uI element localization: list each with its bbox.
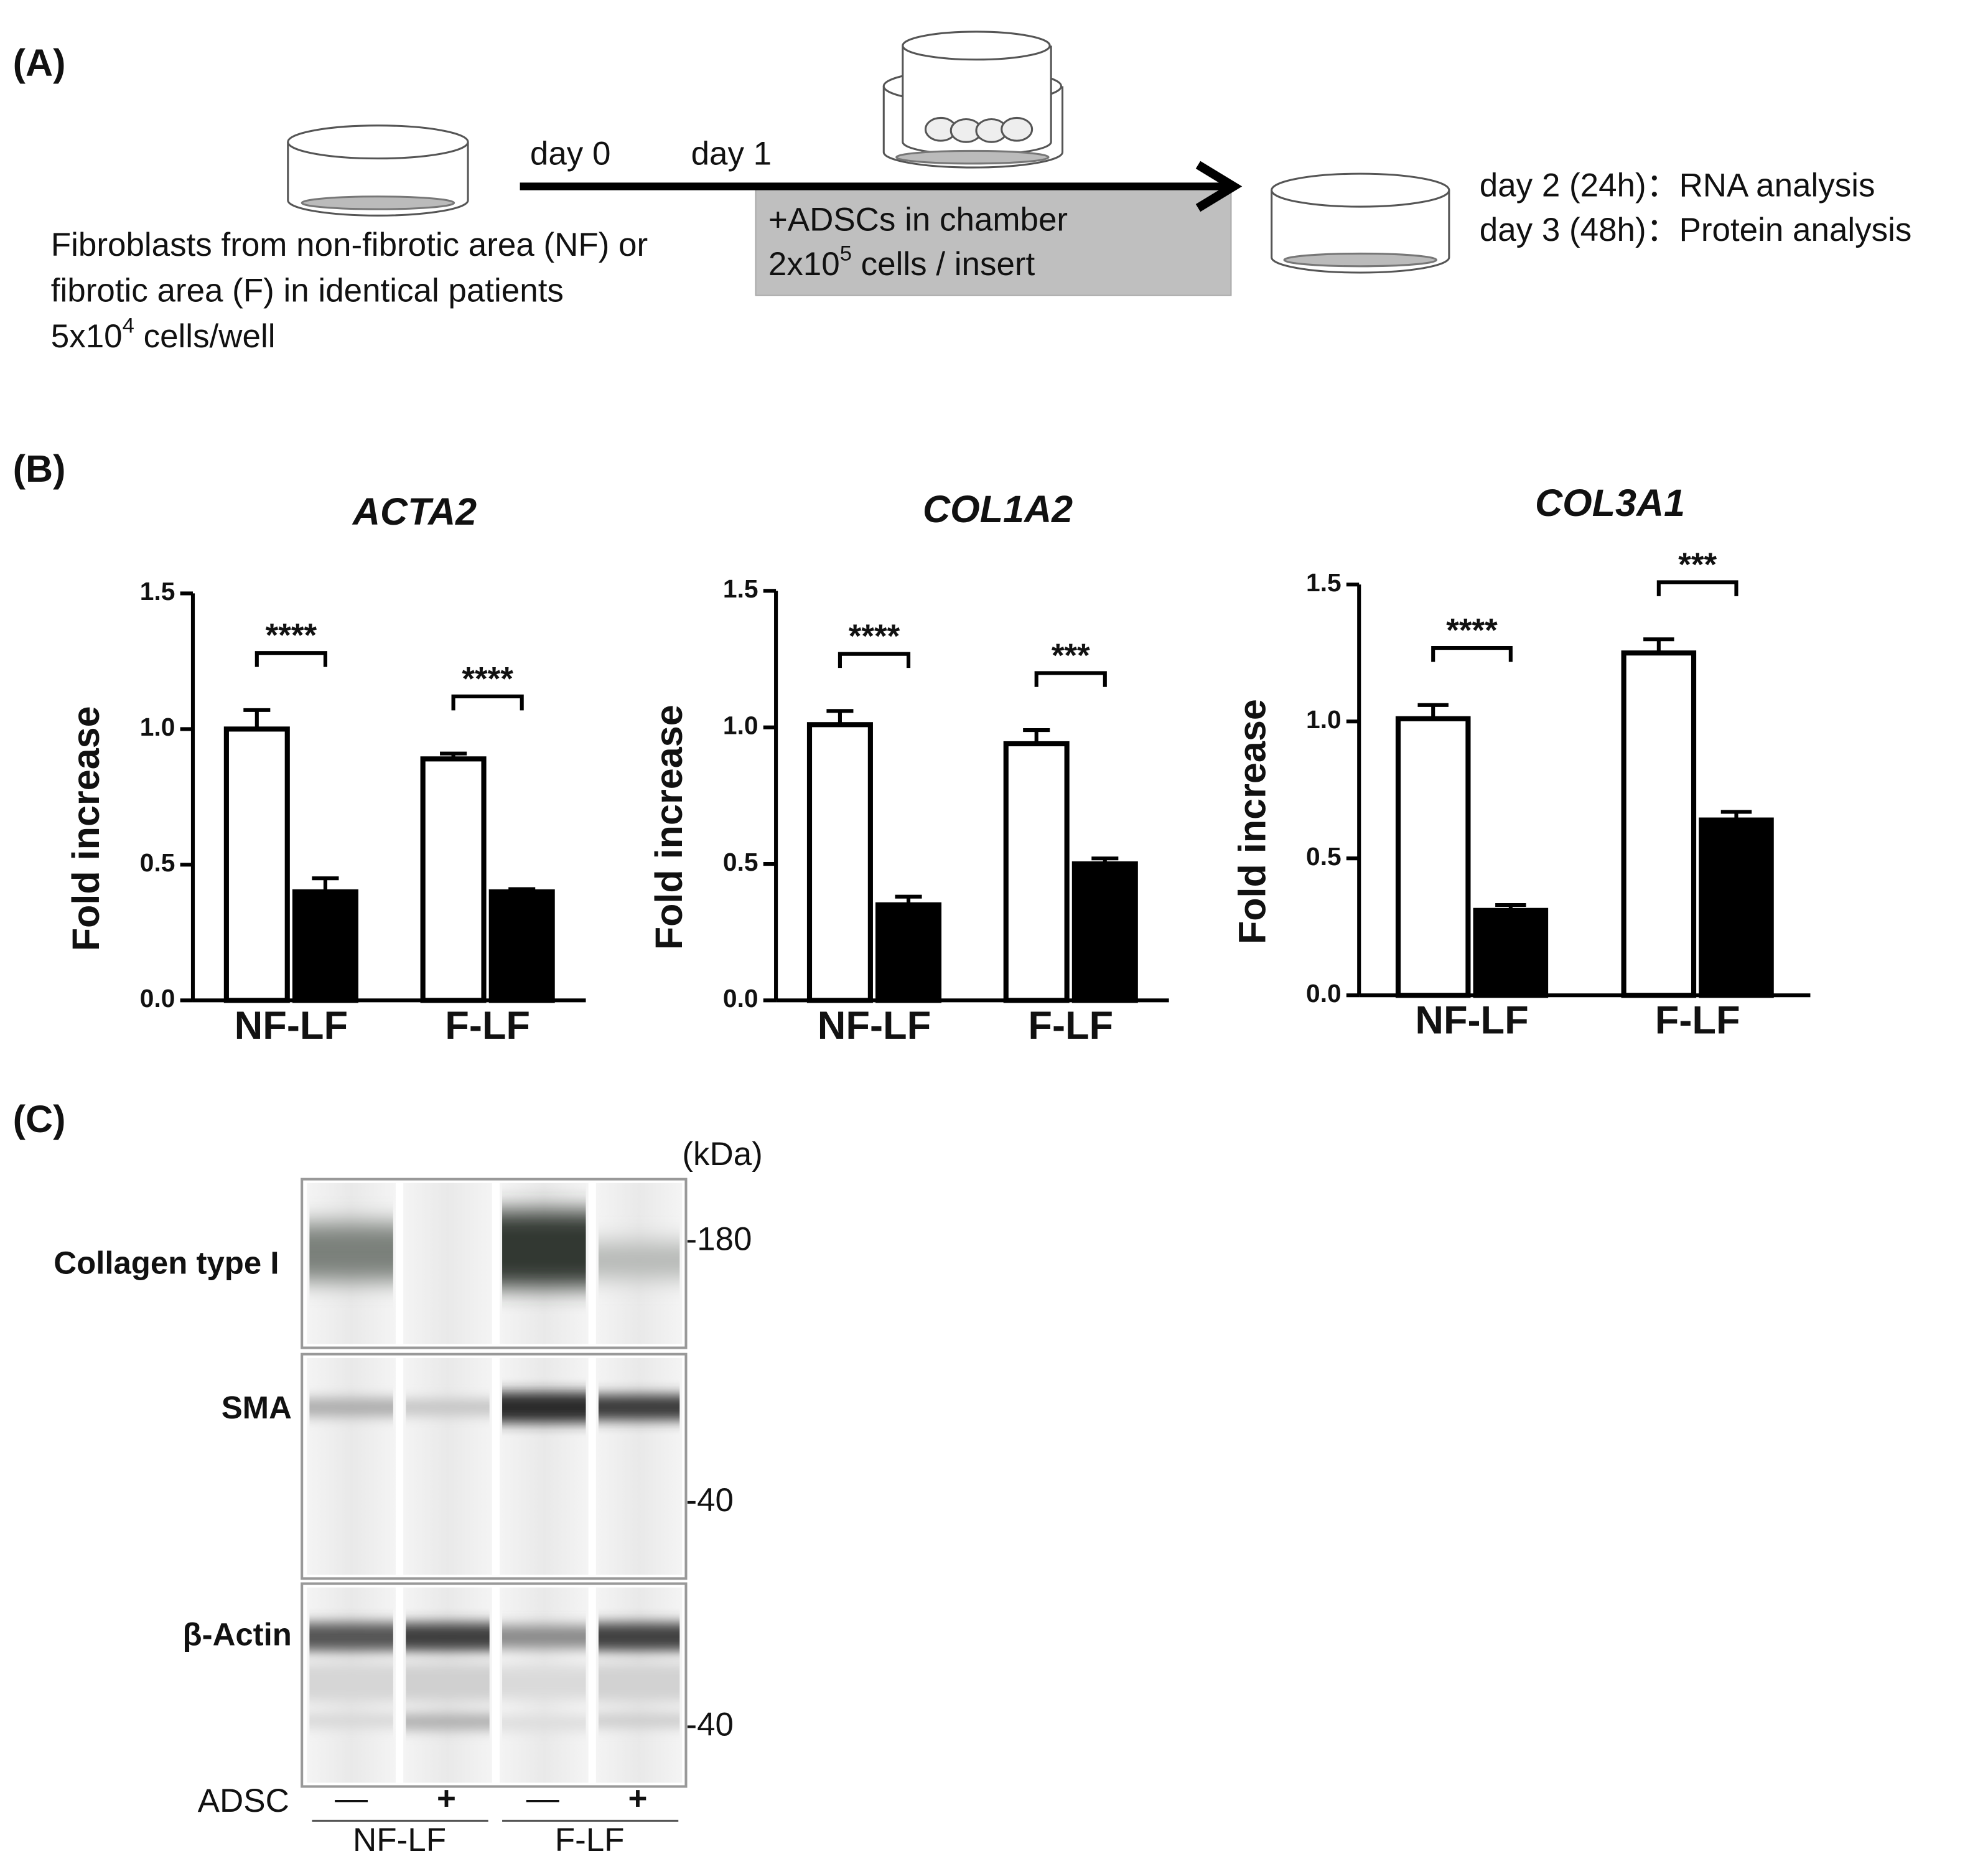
significance-label: **** bbox=[266, 617, 317, 654]
panel-label: (A) bbox=[13, 42, 66, 84]
unit-label: (kDa) bbox=[682, 1136, 762, 1173]
y-tick-label: 1.5 bbox=[1306, 568, 1342, 597]
significance-label: *** bbox=[1052, 637, 1090, 674]
adsc-sign: — bbox=[335, 1780, 368, 1817]
adsc-sign: + bbox=[628, 1780, 648, 1817]
bar bbox=[1621, 650, 1697, 998]
chart-title: COL3A1 bbox=[1535, 482, 1685, 524]
x-tick-label: NF-LF bbox=[1415, 999, 1528, 1042]
y-tick-label: 1.5 bbox=[140, 577, 175, 606]
bar bbox=[223, 726, 290, 1003]
text-part: 5x10 bbox=[51, 318, 123, 355]
bar bbox=[806, 722, 873, 1003]
significance-bracket bbox=[1431, 646, 1513, 662]
significance-label: **** bbox=[462, 660, 513, 697]
y-tick-label: 0.5 bbox=[1306, 842, 1342, 871]
bar bbox=[292, 889, 358, 1003]
x-tick-label: F-LF bbox=[445, 1004, 530, 1047]
adsc-label: ADSC bbox=[198, 1783, 289, 1819]
x-tick-label: NF-LF bbox=[235, 1004, 348, 1047]
y-axis-label: Fold increase bbox=[1231, 699, 1273, 944]
adsc-sign: + bbox=[437, 1780, 456, 1817]
y-tick-label: 0.5 bbox=[140, 848, 175, 877]
superscript: 5 bbox=[840, 242, 852, 266]
bar bbox=[488, 889, 555, 1003]
bar bbox=[1003, 741, 1070, 1003]
significance-label: *** bbox=[1678, 546, 1717, 583]
significance-label: **** bbox=[1446, 612, 1498, 649]
bar bbox=[1071, 861, 1138, 1003]
row-label: SMA bbox=[222, 1390, 292, 1425]
bar bbox=[875, 902, 942, 1003]
y-axis-label: Fold increase bbox=[648, 705, 690, 950]
day-label: day 1 bbox=[691, 136, 772, 172]
y-tick-label: 1.5 bbox=[723, 574, 758, 603]
blot bbox=[301, 1178, 688, 1788]
significance-bracket bbox=[838, 652, 911, 668]
fibroblast-text: fibrotic area (F) in identical patients bbox=[51, 273, 564, 309]
y-tick-label: 0.0 bbox=[1306, 979, 1342, 1008]
row-label: β-Actin bbox=[183, 1616, 292, 1652]
x-tick-label: F-LF bbox=[1655, 999, 1740, 1042]
adsc-sign: — bbox=[526, 1780, 559, 1817]
text-part: 2x10 bbox=[768, 246, 840, 283]
bar bbox=[420, 756, 487, 1003]
marker-label: -40 bbox=[686, 1482, 734, 1519]
bar bbox=[1699, 817, 1774, 998]
bar bbox=[1473, 907, 1549, 998]
chamber-text: +ADSCs in chamber bbox=[768, 201, 1068, 238]
y-tick-label: 0.0 bbox=[723, 984, 758, 1013]
text-part: cells/well bbox=[134, 318, 276, 355]
panel-label: (B) bbox=[13, 447, 66, 490]
y-tick-label: 1.0 bbox=[723, 711, 758, 739]
group-label: F-LF bbox=[555, 1822, 625, 1858]
y-tick-label: 0.0 bbox=[140, 984, 175, 1013]
significance-bracket bbox=[1034, 671, 1107, 687]
arrow-head bbox=[1195, 161, 1243, 212]
significance-bracket bbox=[254, 651, 327, 667]
marker-label: -40 bbox=[686, 1707, 734, 1743]
fibroblast-text: 5x104 cells/well bbox=[51, 314, 276, 355]
x-tick-label: F-LF bbox=[1028, 1004, 1113, 1047]
superscript: 4 bbox=[123, 314, 134, 338]
x-tick-label: NF-LF bbox=[818, 1004, 931, 1047]
y-tick-label: 0.5 bbox=[723, 848, 758, 876]
marker-label: -180 bbox=[686, 1220, 752, 1257]
text-part: cells / insert bbox=[852, 246, 1035, 283]
bar bbox=[1395, 716, 1471, 998]
dish-right bbox=[1271, 172, 1450, 274]
row-label: Collagen type I bbox=[54, 1245, 279, 1281]
chamber-box bbox=[755, 185, 1232, 296]
panel-label: (C) bbox=[13, 1098, 66, 1140]
fibroblast-text: Fibroblasts from non-fibrotic area (NF) … bbox=[51, 227, 648, 263]
charts: ACTA2 Fold increase 0.0 0.5 1.0 1.5 NF-LF **** F… bbox=[65, 482, 1811, 1047]
dish-left bbox=[287, 124, 469, 217]
significance-bracket bbox=[1656, 580, 1738, 596]
day-label: day 0 bbox=[530, 136, 611, 172]
chart-title: ACTA2 bbox=[352, 490, 477, 533]
analysis-text: day 2 (24h)：RNA analysis bbox=[1480, 167, 1875, 204]
y-tick-label: 1.0 bbox=[140, 713, 175, 741]
chamber-text: 2x105 cells / insert bbox=[768, 242, 1035, 283]
y-axis-label: Fold increase bbox=[65, 706, 107, 951]
significance-bracket bbox=[451, 694, 524, 711]
analysis-text: day 3 (48h)：Protein analysis bbox=[1480, 212, 1912, 248]
chart-title: COL1A2 bbox=[923, 488, 1073, 530]
group-label: NF-LF bbox=[353, 1822, 446, 1858]
significance-label: **** bbox=[849, 618, 900, 655]
dish-middle bbox=[882, 30, 1064, 169]
y-tick-label: 1.0 bbox=[1306, 705, 1342, 734]
